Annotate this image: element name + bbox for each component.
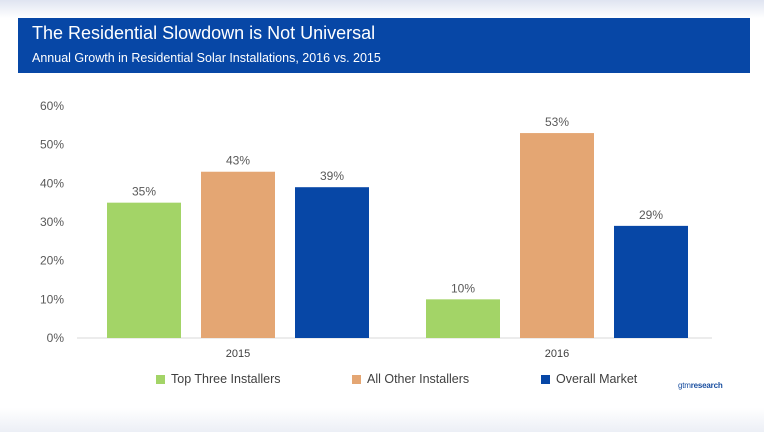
data-label: 53% — [545, 115, 569, 129]
bar — [295, 187, 369, 338]
y-tick-label: 10% — [40, 292, 64, 306]
legend-label-overall-market: Overall Market — [556, 372, 638, 386]
bottom-background-fade — [0, 408, 764, 432]
legend-item-overall-market: Overall Market — [541, 372, 637, 386]
y-tick-label: 60% — [40, 99, 64, 113]
chart-subtitle: Annual Growth in Residential Solar Insta… — [32, 51, 381, 65]
bar — [520, 133, 594, 338]
legend-swatch-overall-market — [541, 374, 550, 384]
bar — [201, 171, 275, 338]
y-tick-label: 20% — [40, 254, 64, 268]
x-tick-label: 2016 — [545, 348, 569, 360]
y-tick-label: 50% — [40, 138, 64, 152]
legend-label-all-other: All Other Installers — [367, 372, 470, 386]
brand-suffix: research — [690, 381, 723, 390]
data-label: 43% — [226, 154, 250, 168]
x-tick-label: 2015 — [226, 348, 250, 360]
brand-logo: gtmresearch — [678, 381, 723, 390]
title-banner: The Residential Slowdown is Not Universa… — [18, 18, 750, 73]
bar — [107, 202, 181, 338]
legend-swatch-all-other — [352, 374, 361, 384]
data-label: 29% — [639, 208, 663, 222]
top-background-fade — [0, 0, 764, 18]
bar — [426, 299, 500, 338]
brand-prefix: gtm — [678, 381, 691, 390]
legend-label-top-three: Top Three Installers — [171, 372, 281, 386]
y-tick-label: 30% — [40, 215, 64, 229]
data-label: 10% — [451, 281, 475, 295]
bar — [614, 225, 688, 338]
legend-item-all-other: All Other Installers — [352, 372, 469, 386]
chart-legend: Top Three Installers All Other Installer… — [0, 372, 764, 390]
y-tick-label: 40% — [40, 176, 64, 190]
legend-swatch-top-three — [156, 374, 165, 384]
chart-title: The Residential Slowdown is Not Universa… — [32, 23, 376, 43]
y-tick-label: 0% — [47, 331, 65, 345]
legend-item-top-three: Top Three Installers — [156, 372, 281, 386]
data-label: 39% — [320, 169, 344, 183]
data-label: 35% — [132, 185, 156, 199]
